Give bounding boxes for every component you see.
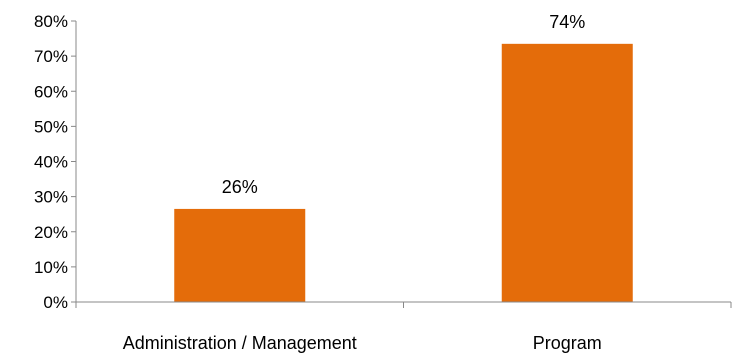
- y-tick-label: 20%: [34, 223, 68, 242]
- bar: [174, 208, 306, 302]
- data-labels-group: 26% 74%: [222, 12, 586, 197]
- y-tick-label: 50%: [34, 117, 68, 136]
- y-tick-label: 70%: [34, 47, 68, 66]
- y-tick-label: 40%: [34, 153, 68, 172]
- x-axis: [75, 301, 732, 308]
- x-category-label: Administration / Management: [123, 333, 357, 353]
- category-labels-group: Administration / Management Program: [123, 333, 602, 353]
- y-tick-label: 10%: [34, 258, 68, 277]
- data-label: 74%: [549, 12, 585, 32]
- y-axis-ticks: 0% 10% 20% 30% 40% 50% 60% 70% 80%: [34, 12, 77, 312]
- bars-group: [174, 43, 633, 303]
- y-tick-label: 30%: [34, 188, 68, 207]
- bar: [501, 43, 633, 303]
- data-label: 26%: [222, 177, 258, 197]
- x-category-label: Program: [533, 333, 602, 353]
- y-tick-label: 0%: [43, 293, 68, 312]
- y-tick-label: 60%: [34, 82, 68, 101]
- y-tick-label: 80%: [34, 12, 68, 31]
